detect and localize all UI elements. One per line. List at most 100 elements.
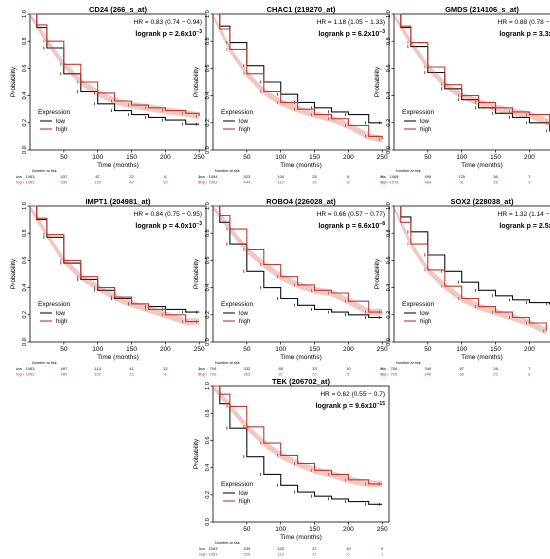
x-tick-label: 50	[243, 154, 251, 161]
y-tick-label: 0.8	[22, 37, 28, 45]
risk-row-label: low	[380, 174, 386, 179]
y-axis-label: Probability	[10, 66, 17, 97]
risk-value: 706	[391, 366, 398, 371]
risk-table-header: Number at risk	[32, 361, 57, 365]
hazard-ratio: HR = 0.88 (0.78 − 0.99)	[498, 19, 550, 26]
y-tick-label: 0.6	[205, 437, 211, 445]
y-tick-label: 0.8	[205, 229, 211, 237]
risk-value: 41	[129, 366, 134, 371]
risk-value: 523	[244, 174, 251, 179]
risk-value: 12	[163, 366, 168, 371]
confidence-band	[30, 14, 200, 120]
x-tick-label: 50	[424, 346, 432, 353]
risk-table-header: Number at risk	[215, 169, 240, 173]
x-tick-label: 200	[343, 526, 354, 533]
risk-value: 4	[164, 372, 167, 377]
y-tick-label: 1.0	[386, 10, 392, 18]
risk-value: 0	[381, 546, 384, 551]
risk-value: 528	[244, 552, 251, 557]
risk-value: 91	[459, 180, 464, 185]
km-panel: CD24 (266_s_at)0.00.20.40.60.81.050 100 15…	[10, 5, 207, 185]
y-tick-label: 0.0	[386, 146, 392, 154]
y-tick-label: 0.4	[386, 284, 392, 292]
risk-row-label: high	[199, 180, 207, 185]
x-tick-label: 250	[194, 154, 205, 161]
risk-value: 1068	[390, 174, 400, 179]
legend-title: Expression	[221, 109, 254, 116]
hazard-ratio: HR = 0.84 (0.75 − 0.95)	[134, 211, 202, 218]
x-tick-label: 100	[275, 346, 286, 353]
logrank-p-value: logrank p = 9.6x10	[316, 403, 377, 410]
y-tick-label: 0.8	[386, 37, 392, 45]
risk-value: 28	[493, 180, 498, 185]
y-axis-label: Probability	[193, 66, 200, 97]
y-tick-label: 0.6	[22, 257, 28, 265]
x-axis-label: Time (months)	[97, 354, 139, 361]
plot-frame	[393, 13, 550, 151]
risk-value: 87	[459, 366, 464, 371]
plot-frame	[212, 385, 390, 523]
x-axis-label: Time (months)	[461, 162, 503, 169]
risk-value: 36	[493, 174, 498, 179]
panel-title: TEK (206702_at)	[272, 377, 330, 386]
hazard-ratio: HR = 0.62 (0.55 − 0.7)	[320, 391, 385, 398]
y-axis-label: Probability	[374, 66, 381, 97]
legend-title: Expression	[221, 301, 254, 308]
y-tick-label: 0.2	[22, 119, 28, 127]
y-axis-label: Probability	[374, 258, 381, 289]
hazard-ratio: HR = 1.32 (1.14 − 1.53)	[498, 211, 550, 218]
risk-row-label: low	[16, 366, 22, 371]
km-panel: SOX2 (228038_at) 0.0 0.2 0.4 0.6 0.8 1.0 50 100 1…	[374, 197, 550, 377]
y-tick-label: 0.4	[22, 284, 28, 292]
x-tick-label: 200	[524, 154, 535, 161]
x-tick-label: 200	[343, 346, 354, 353]
risk-value: 0	[381, 174, 384, 179]
x-tick-label: 100	[456, 346, 467, 353]
x-tick-label: 100	[92, 346, 103, 353]
risk-value: 363	[244, 372, 251, 377]
series-line-high	[213, 385, 383, 485]
risk-value: 10	[346, 366, 351, 371]
x-axis-label: Time (months)	[461, 354, 503, 361]
risk-value: 113	[277, 552, 284, 557]
y-tick-label: 0.6	[205, 257, 211, 265]
x-tick-label: 200	[524, 346, 535, 353]
y-tick-label: 0.0	[386, 338, 392, 346]
x-tick-label: 150	[490, 346, 501, 353]
risk-value: 1063	[26, 372, 36, 377]
logrank-p: logrank p = 9.6x10−15	[316, 401, 386, 410]
logrank-p-value: logrank p = 6.6x10	[318, 223, 379, 230]
y-tick-label: 0.4	[205, 464, 211, 472]
risk-value: 1	[381, 552, 384, 557]
logrank-p-exponent: −3	[196, 29, 202, 35]
logrank-p: logrank p = 2.6x10−3	[135, 29, 202, 38]
risk-value: 332	[244, 366, 251, 371]
risk-value: 112	[277, 180, 284, 185]
legend-label-low: low	[420, 119, 430, 125]
km-panel: TEK (206702_at)0.00.20.40.60.81.050 100 15…	[193, 377, 390, 557]
risk-value: 33	[312, 366, 317, 371]
risk-value: 1	[198, 366, 201, 371]
x-tick-label: 200	[160, 346, 171, 353]
series-line-high	[30, 205, 200, 323]
risk-value: 349	[425, 366, 432, 371]
legend-title: Expression	[38, 301, 71, 308]
risk-row-label: high	[16, 372, 24, 377]
legend-label-high: high	[56, 319, 67, 325]
y-tick-label: 0.4	[22, 92, 28, 100]
km-panel: GMDS (214106_s_at) 0.0 0.2 0.4 0.6 0.8 1.0 50 10…	[374, 5, 550, 185]
risk-value: 23	[129, 372, 134, 377]
risk-value: 20	[312, 372, 317, 377]
y-tick-label: 0.0	[22, 146, 28, 154]
y-tick-label: 0.0	[205, 146, 211, 154]
risk-row-label: low	[16, 174, 22, 179]
y-tick-label: 0.2	[205, 119, 211, 127]
legend-label-high: high	[56, 127, 67, 133]
y-tick-label: 0.2	[205, 491, 211, 499]
y-tick-label: 0.2	[386, 311, 392, 319]
panel-title: CD24 (266_s_at)	[89, 5, 147, 14]
risk-value: 1	[381, 372, 384, 377]
risk-value: 1083	[26, 180, 36, 185]
risk-value: 27	[312, 552, 317, 557]
risk-value: 42	[129, 180, 134, 185]
